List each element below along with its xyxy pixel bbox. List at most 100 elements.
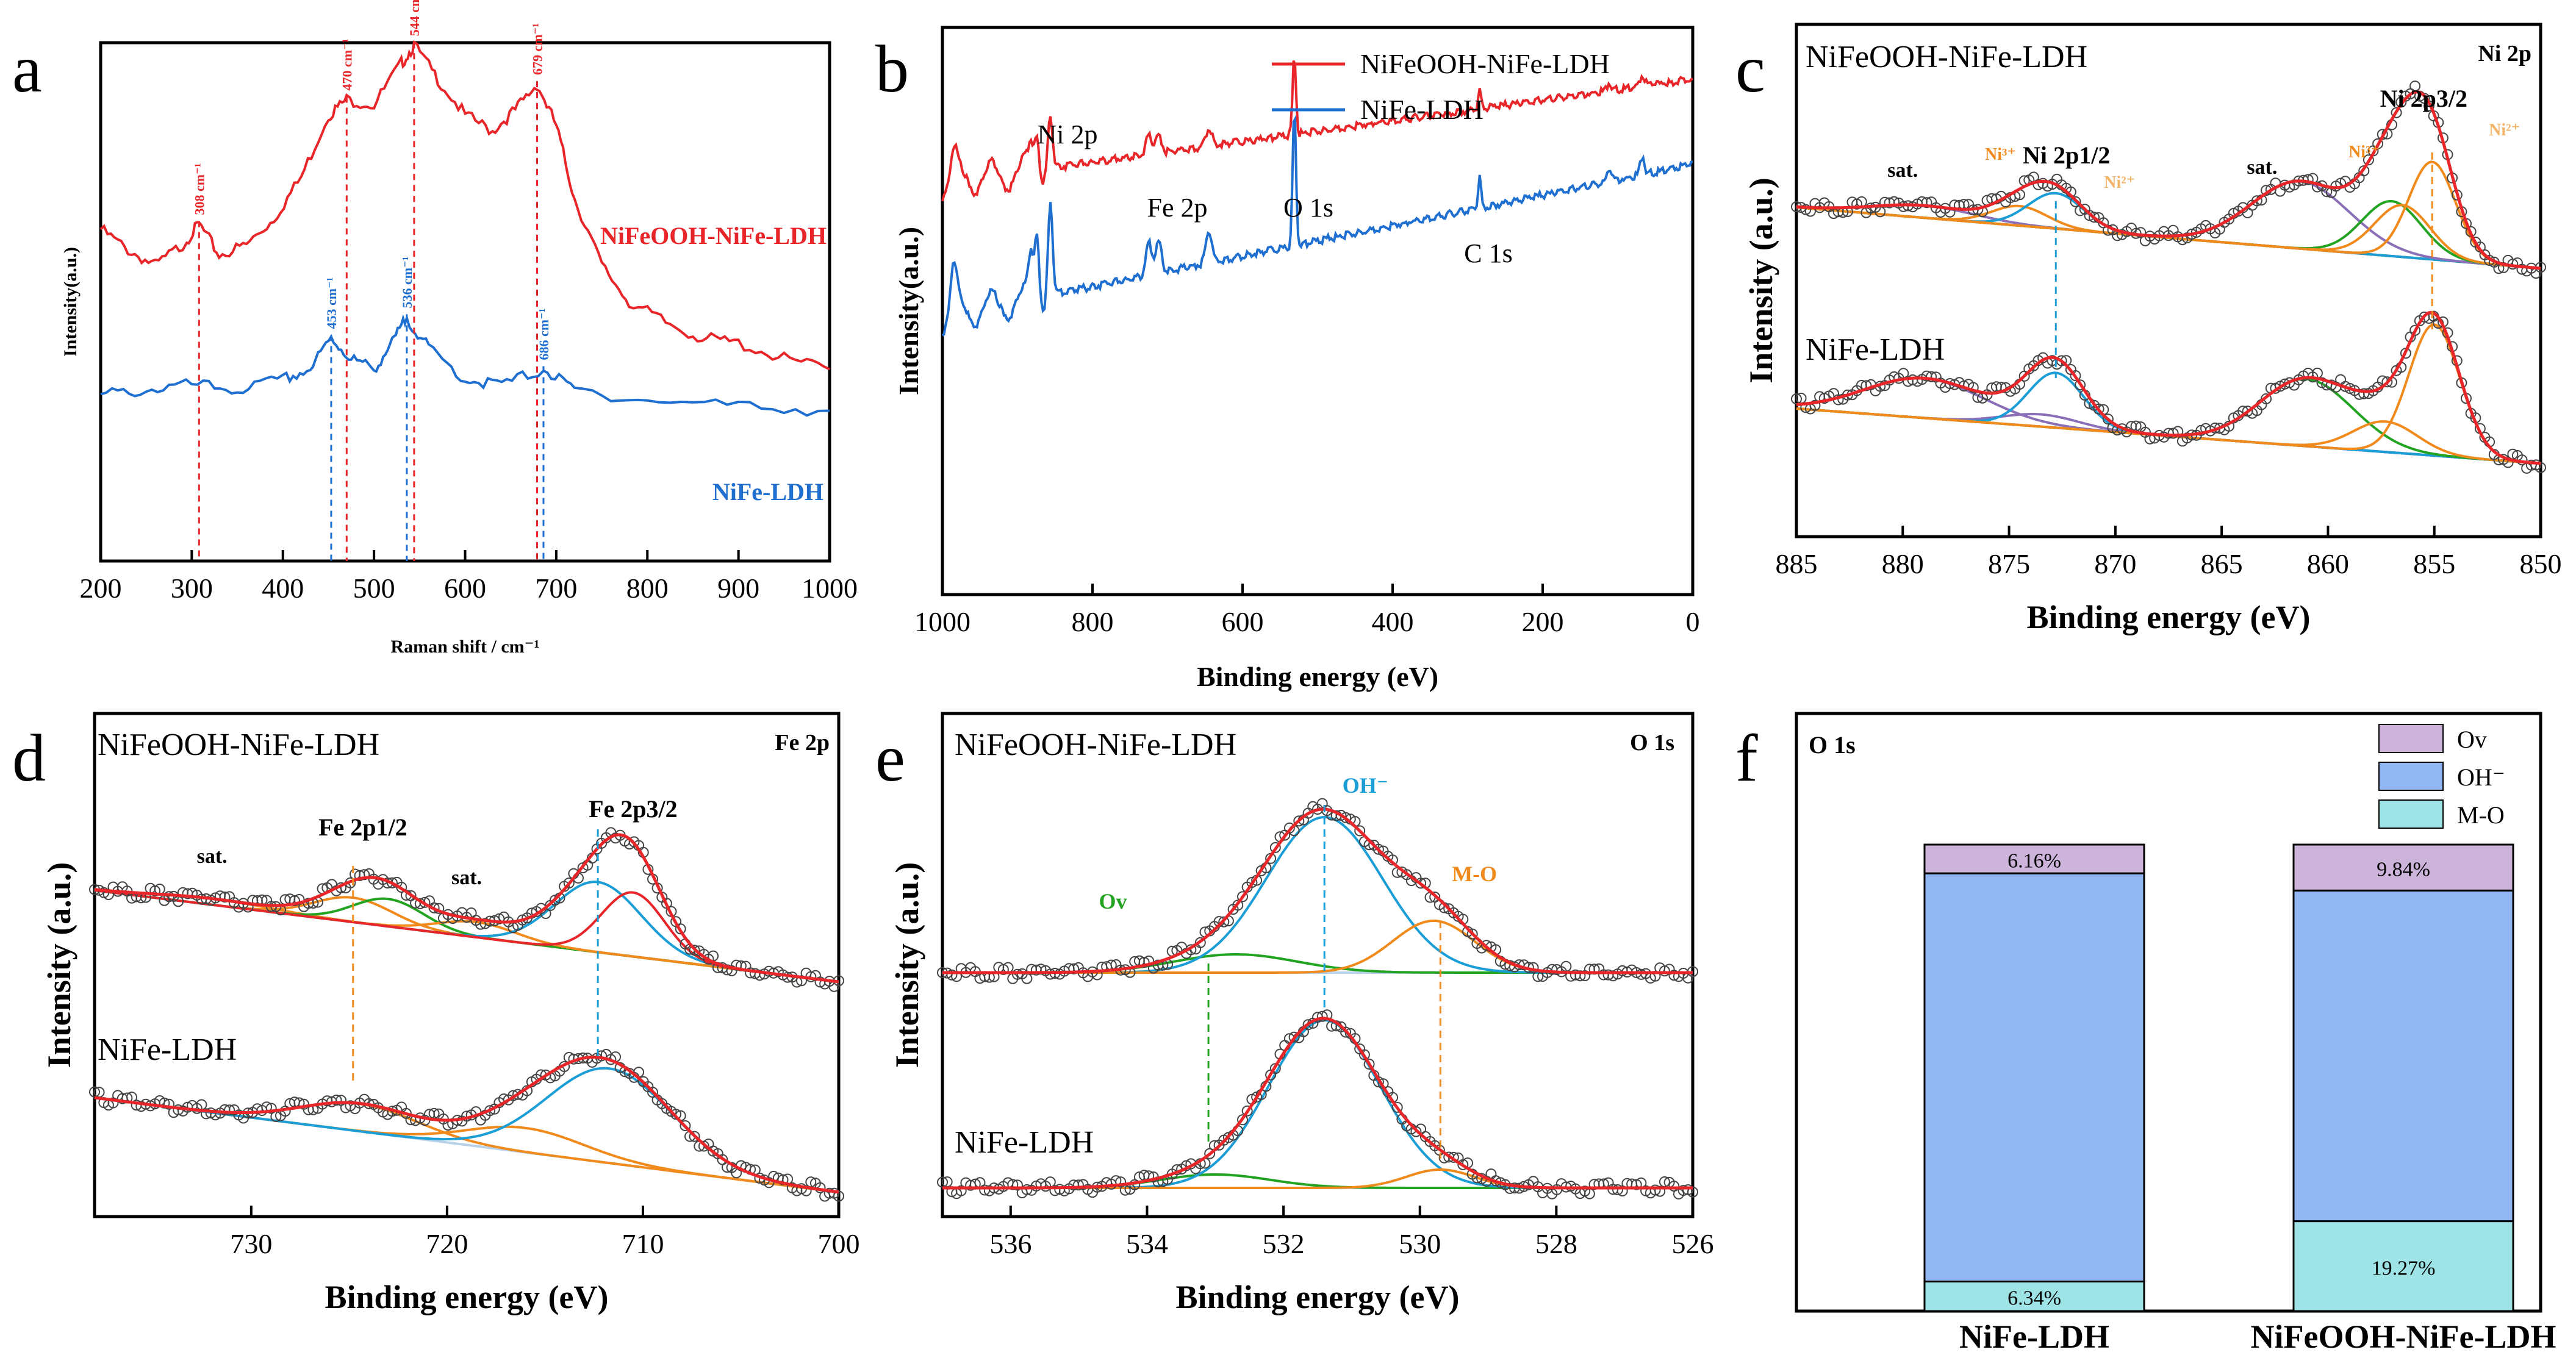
legend-label: M-O bbox=[2457, 801, 2505, 829]
raw-data-point bbox=[1415, 878, 1427, 889]
x-tick-label: 900 bbox=[717, 573, 759, 604]
y-axis-label: Intensity(a.u.) bbox=[893, 227, 924, 395]
series-label-nifeooh: NiFeOOH-NiFe-LDH bbox=[600, 222, 827, 249]
x-tick-label: 600 bbox=[1222, 606, 1264, 637]
raw-data-point bbox=[1391, 1101, 1403, 1113]
raw-data-point bbox=[1363, 1059, 1375, 1070]
x-tick-label: 534 bbox=[1126, 1228, 1168, 1259]
x-tick-label: 300 bbox=[171, 573, 213, 604]
raw-data-point bbox=[149, 885, 161, 896]
raw-data-point bbox=[946, 969, 958, 981]
x-tick-label: 526 bbox=[1672, 1228, 1714, 1259]
x-tick-label: 1000 bbox=[914, 606, 970, 637]
plot-frame bbox=[93, 712, 841, 1218]
peak-label: 686 cm⁻¹ bbox=[536, 309, 551, 360]
bar-segment-mo bbox=[1923, 1280, 2145, 1312]
x-tick-label: 200 bbox=[1522, 606, 1564, 637]
legend-label: Ov bbox=[2457, 726, 2487, 753]
raw-data-point bbox=[1480, 940, 1492, 951]
raw-data-point bbox=[2093, 403, 2104, 415]
raw-data-point bbox=[1269, 842, 1281, 853]
raw-data-point bbox=[2302, 174, 2314, 185]
raw-data-point bbox=[1194, 937, 1206, 948]
x-axis-label: Binding energy (eV) bbox=[2027, 599, 2311, 635]
x-tick-label: 532 bbox=[1263, 1228, 1305, 1259]
x-tick-label: 875 bbox=[1988, 548, 2030, 579]
raw-data-point bbox=[359, 869, 370, 881]
raw-data-point bbox=[159, 1097, 170, 1109]
x-tick-label: 536 bbox=[989, 1228, 1031, 1259]
peak-label: 470 cm⁻¹ bbox=[339, 39, 354, 91]
annotation-ni2: Ni²⁺ bbox=[2489, 121, 2520, 140]
raw-data-point bbox=[1631, 1179, 1642, 1190]
bar-segment-mo bbox=[2292, 1220, 2514, 1312]
raw-data-point bbox=[1649, 1184, 1661, 1196]
raw-data-point bbox=[1607, 970, 1619, 982]
raw-data-point bbox=[754, 970, 766, 981]
fit-envelope bbox=[94, 1056, 839, 1194]
annotation-ni2: Ni²⁺ bbox=[2104, 173, 2135, 192]
raw-data-point bbox=[1800, 204, 1812, 215]
annotation-mo: M-O bbox=[1452, 862, 1497, 886]
x-tick-label: 800 bbox=[1072, 606, 1114, 637]
raw-data-point bbox=[777, 1174, 789, 1185]
series-line-red bbox=[99, 40, 830, 371]
panel-title: Ni 2p bbox=[2478, 41, 2531, 66]
raw-data-point bbox=[1115, 1176, 1127, 1188]
y-axis-label: Intensity (a.u.) bbox=[41, 862, 77, 1068]
x-tick-label: 720 bbox=[426, 1228, 468, 1259]
raw-data-point bbox=[1809, 399, 1821, 411]
panel-letter-e: e bbox=[875, 721, 905, 795]
raw-data-point bbox=[1358, 1049, 1370, 1060]
raw-data-point bbox=[1340, 1026, 1352, 1038]
panel-letter-c: c bbox=[1735, 32, 1765, 106]
x-tick-label: 880 bbox=[1882, 548, 1924, 579]
x-tick-label: 700 bbox=[818, 1228, 860, 1259]
raw-data-point bbox=[1218, 916, 1230, 928]
raw-data-point bbox=[2070, 370, 2081, 381]
raw-data-point bbox=[1232, 899, 1244, 911]
x-tick-label: 528 bbox=[1535, 1228, 1577, 1259]
raw-data-point bbox=[563, 878, 575, 888]
raw-data-point bbox=[689, 945, 700, 956]
raw-data-point bbox=[1302, 1019, 1314, 1031]
y-axis-label: Intensity(a.u.) bbox=[60, 247, 81, 357]
sample-label: NiFe-LDH bbox=[1806, 332, 1945, 367]
peak-label: 679 cm⁻¹ bbox=[530, 23, 545, 75]
annotation-ni3: Ni³⁺ bbox=[1985, 145, 2016, 164]
sample-label: NiFe-LDH bbox=[98, 1032, 237, 1067]
legend-swatch bbox=[2378, 762, 2444, 791]
series-line-blue bbox=[100, 313, 830, 417]
x-tick-label: 885 bbox=[1776, 548, 1818, 579]
raw-data-point bbox=[219, 892, 231, 903]
panel-d: 730 720 710 700 Binding energy (eV) Intensity… bbox=[41, 712, 860, 1315]
annotation-ni3: Ni³⁺ bbox=[2348, 143, 2380, 162]
x-tick-label: 600 bbox=[444, 573, 486, 604]
panel-title: O 1s bbox=[1630, 730, 1674, 756]
y-axis-label: Intensity (a.u.) bbox=[1743, 177, 1779, 384]
annotation: O 1s bbox=[1283, 193, 1333, 223]
raw-data-point bbox=[89, 1086, 100, 1098]
raw-data-point bbox=[1068, 963, 1080, 974]
sample-label: NiFeOOH-NiFe-LDH bbox=[955, 728, 1236, 762]
panel-a: 200 300 400 500 600 700 800 900 1000 Raman shift … bbox=[60, 0, 858, 657]
raw-data-point bbox=[2372, 138, 2384, 149]
raw-data-point bbox=[1612, 1184, 1623, 1195]
raw-data-point bbox=[224, 1104, 235, 1116]
raw-data-point bbox=[1237, 1114, 1248, 1126]
series-line-red bbox=[941, 60, 1693, 202]
x-tick-label: 700 bbox=[535, 573, 577, 604]
bar-segment-oh bbox=[2292, 889, 2514, 1223]
raw-data-point bbox=[1340, 812, 1352, 823]
x-tick-label: 500 bbox=[353, 573, 395, 604]
fit-envelope bbox=[942, 807, 1693, 974]
x-tick-label: 730 bbox=[230, 1228, 272, 1259]
raw-data-point bbox=[2089, 212, 2100, 223]
x-tick-label: 710 bbox=[622, 1228, 664, 1259]
raw-data-point bbox=[1372, 843, 1384, 855]
x-tick-label: 1000 bbox=[802, 573, 858, 604]
peak-label: 453 cm⁻¹ bbox=[324, 277, 339, 329]
raw-data-point bbox=[1659, 965, 1670, 977]
panel-b: 1000 800 600 400 200 0 Binding energy (eV) Inte… bbox=[893, 26, 1700, 692]
